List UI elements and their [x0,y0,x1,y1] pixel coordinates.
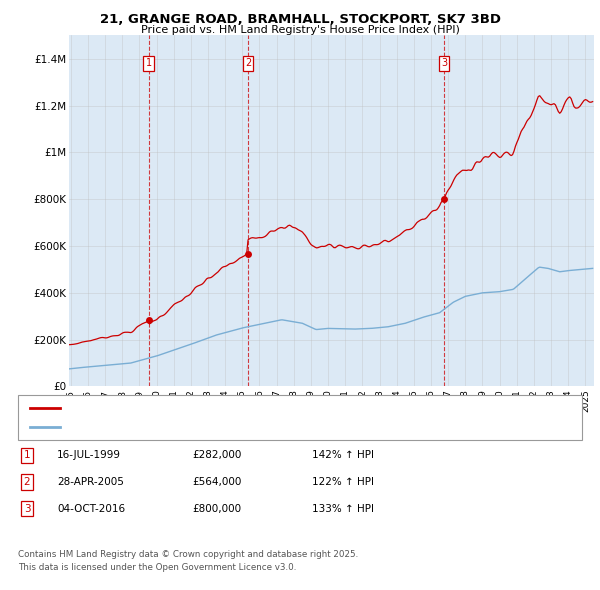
Text: 3: 3 [23,504,31,513]
Text: 2: 2 [245,58,251,68]
Text: 1: 1 [23,451,31,460]
Text: £564,000: £564,000 [192,477,241,487]
Text: 21, GRANGE ROAD, BRAMHALL, STOCKPORT, SK7 3BD (detached house): 21, GRANGE ROAD, BRAMHALL, STOCKPORT, SK… [69,403,429,412]
Text: Contains HM Land Registry data © Crown copyright and database right 2025.: Contains HM Land Registry data © Crown c… [18,550,358,559]
Text: 21, GRANGE ROAD, BRAMHALL, STOCKPORT, SK7 3BD: 21, GRANGE ROAD, BRAMHALL, STOCKPORT, SK… [100,13,500,26]
Text: Price paid vs. HM Land Registry's House Price Index (HPI): Price paid vs. HM Land Registry's House … [140,25,460,35]
Text: 28-APR-2005: 28-APR-2005 [57,477,124,487]
Text: This data is licensed under the Open Government Licence v3.0.: This data is licensed under the Open Gov… [18,563,296,572]
Text: 16-JUL-1999: 16-JUL-1999 [57,451,121,460]
Text: 3: 3 [441,58,447,68]
Text: 142% ↑ HPI: 142% ↑ HPI [312,451,374,460]
Text: 04-OCT-2016: 04-OCT-2016 [57,504,125,513]
Text: 122% ↑ HPI: 122% ↑ HPI [312,477,374,487]
Text: 133% ↑ HPI: 133% ↑ HPI [312,504,374,513]
Text: 2: 2 [23,477,31,487]
Text: 1: 1 [146,58,152,68]
Text: £800,000: £800,000 [192,504,241,513]
Text: £282,000: £282,000 [192,451,241,460]
Text: HPI: Average price, detached house, Stockport: HPI: Average price, detached house, Stoc… [69,422,301,432]
